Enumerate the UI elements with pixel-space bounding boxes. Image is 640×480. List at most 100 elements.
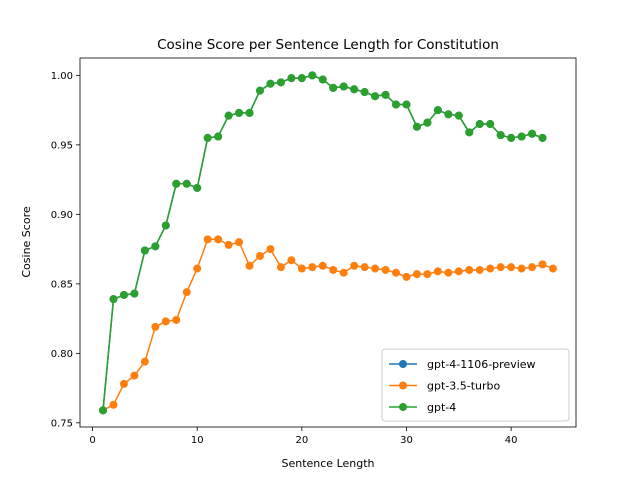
data-point xyxy=(507,263,516,272)
plot-frame xyxy=(79,57,577,428)
data-point xyxy=(287,256,296,265)
data-point xyxy=(245,108,254,117)
data-point xyxy=(224,111,233,120)
data-point xyxy=(423,118,432,127)
data-point xyxy=(444,268,453,277)
data-point xyxy=(548,264,557,273)
y-tick-label: 0.80 xyxy=(51,349,73,360)
data-point xyxy=(496,131,505,140)
data-point xyxy=(486,264,495,273)
plot-series xyxy=(99,71,557,415)
data-point xyxy=(412,270,421,279)
series-gpt-3.5-turbo xyxy=(99,235,557,415)
data-point xyxy=(130,371,139,380)
data-point xyxy=(203,235,212,244)
data-point xyxy=(140,357,149,366)
data-point xyxy=(161,221,170,230)
data-point xyxy=(172,179,181,188)
data-point xyxy=(276,78,285,87)
data-point xyxy=(486,120,495,129)
data-point xyxy=(454,267,463,276)
data-point xyxy=(329,83,338,92)
data-point xyxy=(109,295,118,304)
data-point xyxy=(507,133,516,142)
data-point xyxy=(255,86,264,95)
x-axis-label: Sentence Length xyxy=(281,457,374,470)
y-axis-label: Cosine Score xyxy=(20,206,33,277)
data-point xyxy=(517,132,526,141)
data-point xyxy=(371,264,380,273)
data-point xyxy=(433,106,442,115)
data-point xyxy=(350,85,359,94)
data-point xyxy=(172,315,181,324)
data-point xyxy=(119,290,128,299)
data-point xyxy=(266,79,275,88)
legend-label: gpt-3.5-turbo xyxy=(427,380,500,393)
data-point xyxy=(151,322,160,331)
data-point xyxy=(350,261,359,270)
data-point xyxy=(528,263,537,272)
legend-swatch-marker xyxy=(399,403,407,411)
y-tick-label: 0.90 xyxy=(51,210,73,221)
data-point xyxy=(287,74,296,83)
x-tick-label: 30 xyxy=(400,435,413,446)
data-point xyxy=(235,108,244,117)
y-axis: 0.75 0.80 0.85 0.90 0.95 1.00 xyxy=(51,71,80,429)
data-point xyxy=(475,265,484,274)
data-point xyxy=(402,272,411,281)
chart-title: Cosine Score per Sentence Length for Con… xyxy=(157,37,499,53)
x-tick-label: 10 xyxy=(191,435,204,446)
data-point xyxy=(245,261,254,270)
data-point xyxy=(203,133,212,142)
data-point xyxy=(193,264,202,273)
x-tick-label: 0 xyxy=(89,435,95,446)
data-point xyxy=(182,179,191,188)
series-gpt-4 xyxy=(99,71,547,415)
data-point xyxy=(339,268,348,277)
data-point xyxy=(255,252,264,261)
data-point xyxy=(308,263,317,272)
data-point xyxy=(496,263,505,272)
data-point xyxy=(161,317,170,326)
data-point xyxy=(308,71,317,80)
data-point xyxy=(193,183,202,192)
data-point xyxy=(276,263,285,272)
data-point xyxy=(130,289,139,298)
legend-box xyxy=(381,348,570,422)
data-point xyxy=(538,260,547,269)
legend: gpt-4-1106-preview gpt-3.5-turbo gpt-4 xyxy=(381,348,570,422)
data-point xyxy=(182,288,191,297)
legend-label: gpt-4 xyxy=(427,401,456,414)
data-point xyxy=(318,75,327,84)
data-point xyxy=(329,265,338,274)
data-point xyxy=(475,120,484,129)
y-tick-label: 1.00 xyxy=(51,71,73,82)
data-point xyxy=(109,400,118,409)
y-tick-label: 0.95 xyxy=(51,140,73,151)
data-point xyxy=(433,267,442,276)
data-point xyxy=(99,406,108,415)
y-tick-label: 0.85 xyxy=(51,279,73,290)
data-point xyxy=(392,268,401,277)
data-point xyxy=(339,82,348,91)
data-point xyxy=(224,240,233,249)
data-point xyxy=(235,238,244,247)
data-point xyxy=(119,379,128,388)
data-point xyxy=(538,133,547,142)
data-point xyxy=(444,110,453,119)
data-point xyxy=(318,261,327,270)
data-point xyxy=(371,92,380,101)
data-point xyxy=(423,270,432,279)
x-tick-label: 40 xyxy=(505,435,518,446)
legend-label: gpt-4-1106-preview xyxy=(427,358,536,371)
data-point xyxy=(465,265,474,274)
data-point xyxy=(214,235,223,244)
data-point xyxy=(392,100,401,109)
data-point xyxy=(297,74,306,83)
data-point xyxy=(266,245,275,254)
data-point xyxy=(454,111,463,120)
data-point xyxy=(402,100,411,109)
data-point xyxy=(412,122,421,131)
data-point xyxy=(360,263,369,272)
